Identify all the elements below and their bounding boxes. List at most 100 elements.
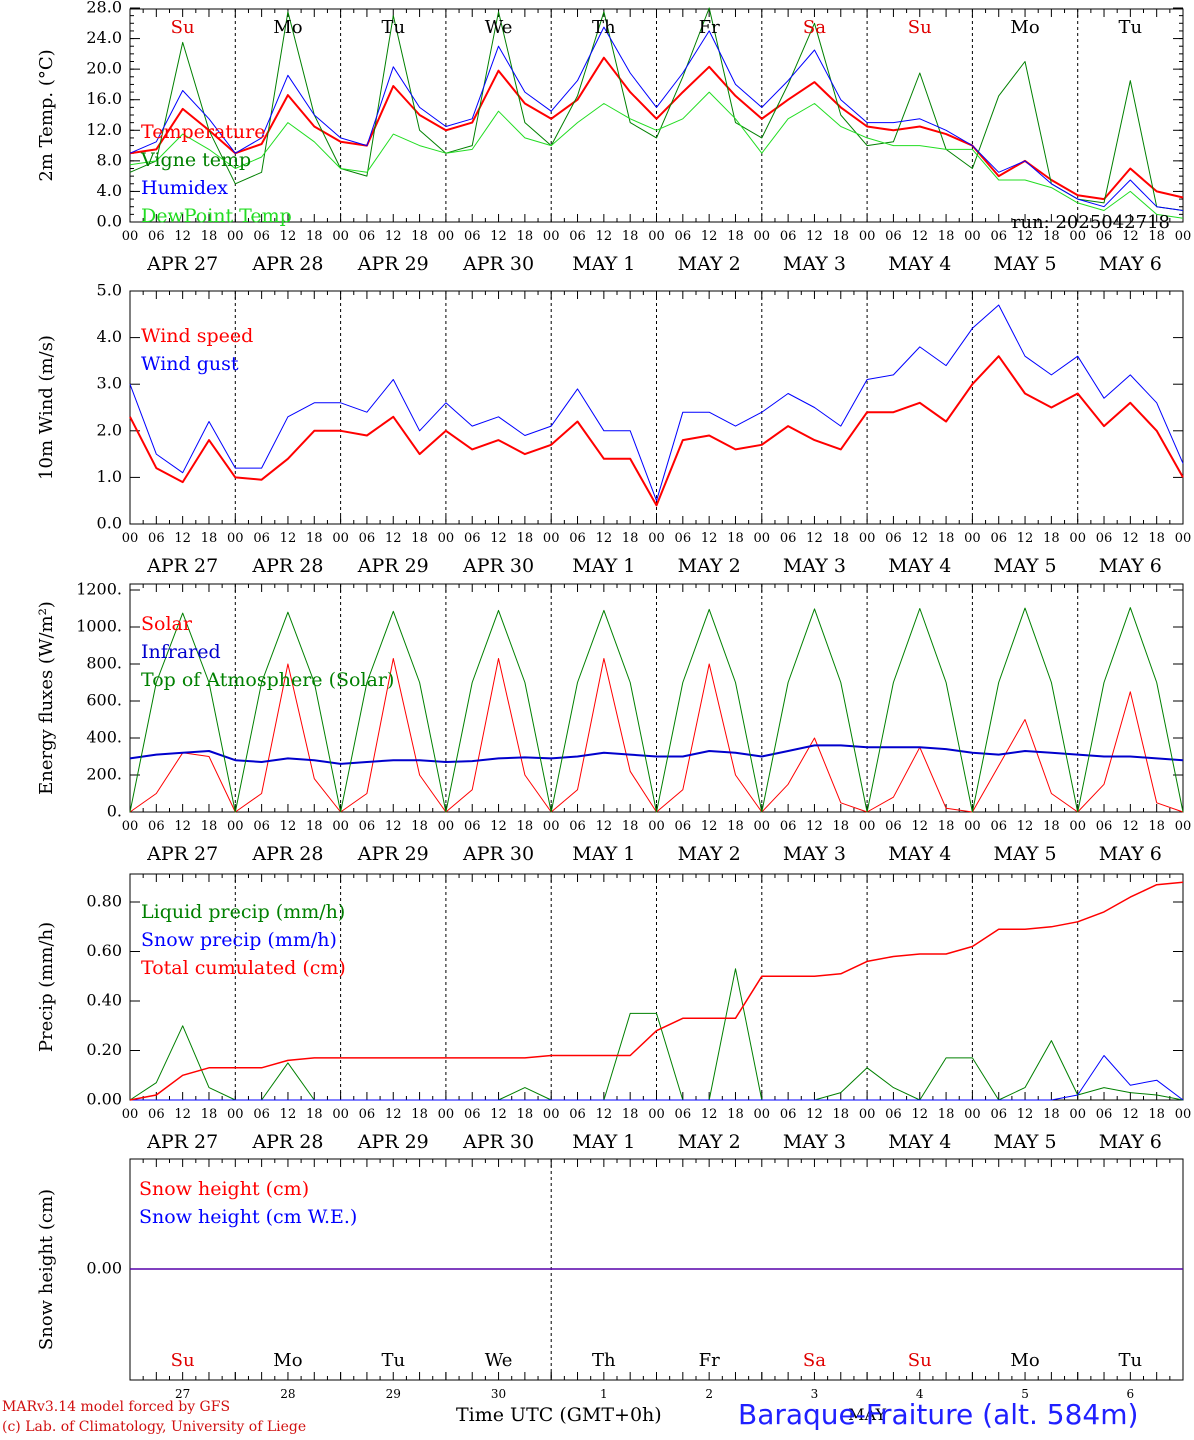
weekday-label: Tu: [381, 1350, 405, 1371]
hour-tick-label: 18: [201, 531, 218, 546]
hour-tick-label: 18: [938, 1107, 955, 1122]
day-number-label: 3: [811, 1387, 819, 1401]
date-label: MAY 6: [1099, 843, 1162, 865]
y-tick-label: 28.0: [86, 0, 122, 17]
y-tick-label: 2.0: [97, 420, 122, 439]
date-label: MAY 2: [678, 1131, 741, 1153]
hour-tick-label: 00: [1175, 819, 1192, 834]
hour-tick-label: 18: [1148, 1107, 1165, 1122]
hour-tick-label: 00: [754, 531, 771, 546]
weekday-label: We: [485, 17, 513, 38]
weekday-label: Fr: [699, 17, 720, 38]
hour-tick-label: 12: [490, 1107, 507, 1122]
date-label: APR 28: [251, 555, 323, 577]
hour-tick-label: 06: [253, 819, 270, 834]
date-label: APR 30: [462, 555, 534, 577]
y-tick-label: 16.0: [86, 89, 122, 108]
date-label: MAY 3: [783, 1131, 846, 1153]
weekday-label: Su: [171, 17, 195, 38]
series-line-total-cumulated-cm-: [129, 881, 1184, 1101]
hour-tick-label: 12: [911, 531, 928, 546]
y-tick-label: 20.0: [86, 59, 122, 78]
date-label: MAY 5: [994, 843, 1057, 865]
date-label: APR 27: [146, 843, 218, 865]
y-axis-title: 2m Temp. (°C): [36, 49, 57, 181]
hour-tick-label: 00: [648, 819, 665, 834]
hour-tick-label: 18: [727, 819, 744, 834]
hour-tick-label: 06: [780, 229, 797, 244]
y-axis-title: Snow height (cm): [36, 1189, 57, 1350]
hour-tick-label: 18: [411, 1107, 428, 1122]
hour-tick-label: 06: [148, 229, 165, 244]
weekday-label: Th: [592, 17, 616, 38]
hour-tick-label: 06: [990, 1107, 1007, 1122]
date-label: MAY 3: [783, 843, 846, 865]
date-label: MAY 6: [1099, 1131, 1162, 1153]
hour-tick-label: 00: [227, 819, 244, 834]
hour-tick-label: 00: [332, 819, 349, 834]
hour-tick-label: 00: [1069, 1107, 1086, 1122]
date-label: MAY 2: [678, 253, 741, 275]
hour-tick-label: 00: [543, 531, 560, 546]
weekday-label: Mo: [1010, 1350, 1039, 1371]
date-label: APR 27: [146, 253, 218, 275]
panel-4: 0.00 0.20 0.40 0.60 0.80 Precip (mm/h) Liquid …: [36, 873, 1191, 1153]
date-label: APR 30: [462, 1131, 534, 1153]
hour-tick-label: 18: [306, 229, 323, 244]
panel-2: 0.0 1.0 2.0 3.0 4.0 5.0 10m Wind (m/s) Wind spe…: [36, 281, 1191, 578]
hour-tick-label: 12: [385, 531, 402, 546]
hour-tick-label: 12: [701, 819, 718, 834]
hour-tick-label: 18: [727, 531, 744, 546]
hour-tick-label: 12: [174, 229, 191, 244]
hour-tick-label: 00: [438, 229, 455, 244]
hour-tick-label: 18: [938, 229, 955, 244]
y-tick-label: 0.40: [86, 991, 122, 1010]
hour-tick-label: 00: [122, 531, 139, 546]
hour-tick-label: 18: [1043, 1107, 1060, 1122]
hour-tick-label: 06: [780, 531, 797, 546]
date-label: APR 30: [462, 843, 534, 865]
day-number-label: 5: [1021, 1387, 1029, 1401]
date-label: MAY 2: [678, 555, 741, 577]
date-label: MAY 5: [994, 1131, 1057, 1153]
hour-tick-label: 06: [253, 1107, 270, 1122]
legend-entry: Snow height (cm W.E.): [139, 1206, 357, 1228]
legend-entry: Top of Atmosphere (Solar): [141, 669, 394, 691]
y-tick-label: 0.0: [97, 212, 122, 231]
y-tick-label: 5.0: [97, 281, 122, 300]
y-tick-label: 0.00: [86, 1259, 122, 1278]
weekday-label: Mo: [273, 1350, 302, 1371]
date-label: APR 29: [357, 843, 429, 865]
hour-tick-label: 00: [332, 531, 349, 546]
hour-tick-label: 18: [1043, 229, 1060, 244]
series-line-top-of-atmosphere-solar-: [129, 607, 1184, 813]
hour-tick-label: 18: [622, 229, 639, 244]
hour-tick-label: 12: [1017, 1107, 1034, 1122]
hour-tick-label: 12: [490, 531, 507, 546]
weekday-label: Mo: [273, 17, 302, 38]
series-line-humidex: [129, 26, 1184, 211]
y-tick-label: 0.00: [86, 1090, 122, 1109]
hour-tick-label: 12: [911, 819, 928, 834]
hour-tick-label: 18: [1148, 229, 1165, 244]
hour-tick-label: 06: [148, 1107, 165, 1122]
hour-tick-label: 00: [859, 1107, 876, 1122]
hour-tick-label: 18: [411, 229, 428, 244]
hour-tick-label: 00: [859, 819, 876, 834]
hour-tick-label: 18: [833, 1107, 850, 1122]
hour-tick-label: 00: [543, 1107, 560, 1122]
hour-tick-label: 18: [727, 229, 744, 244]
hour-tick-label: 06: [464, 1107, 481, 1122]
y-tick-label: 200.: [86, 765, 122, 784]
run-label: run: 2025042718: [1012, 212, 1170, 233]
hour-tick-label: 00: [122, 819, 139, 834]
model-credit-line: MARv3.14 model forced by GFS: [2, 1399, 231, 1415]
series-line-wind-speed: [129, 355, 1184, 507]
date-label: APR 30: [462, 253, 534, 275]
hour-tick-label: 12: [1017, 819, 1034, 834]
hour-tick-label: 06: [253, 229, 270, 244]
panel-5: 0.00 Snow height (cm) Snow height (cm) Snow…: [36, 1158, 1184, 1424]
date-label: MAY 6: [1099, 555, 1162, 577]
date-label: APR 29: [357, 555, 429, 577]
hour-tick-label: 06: [885, 229, 902, 244]
